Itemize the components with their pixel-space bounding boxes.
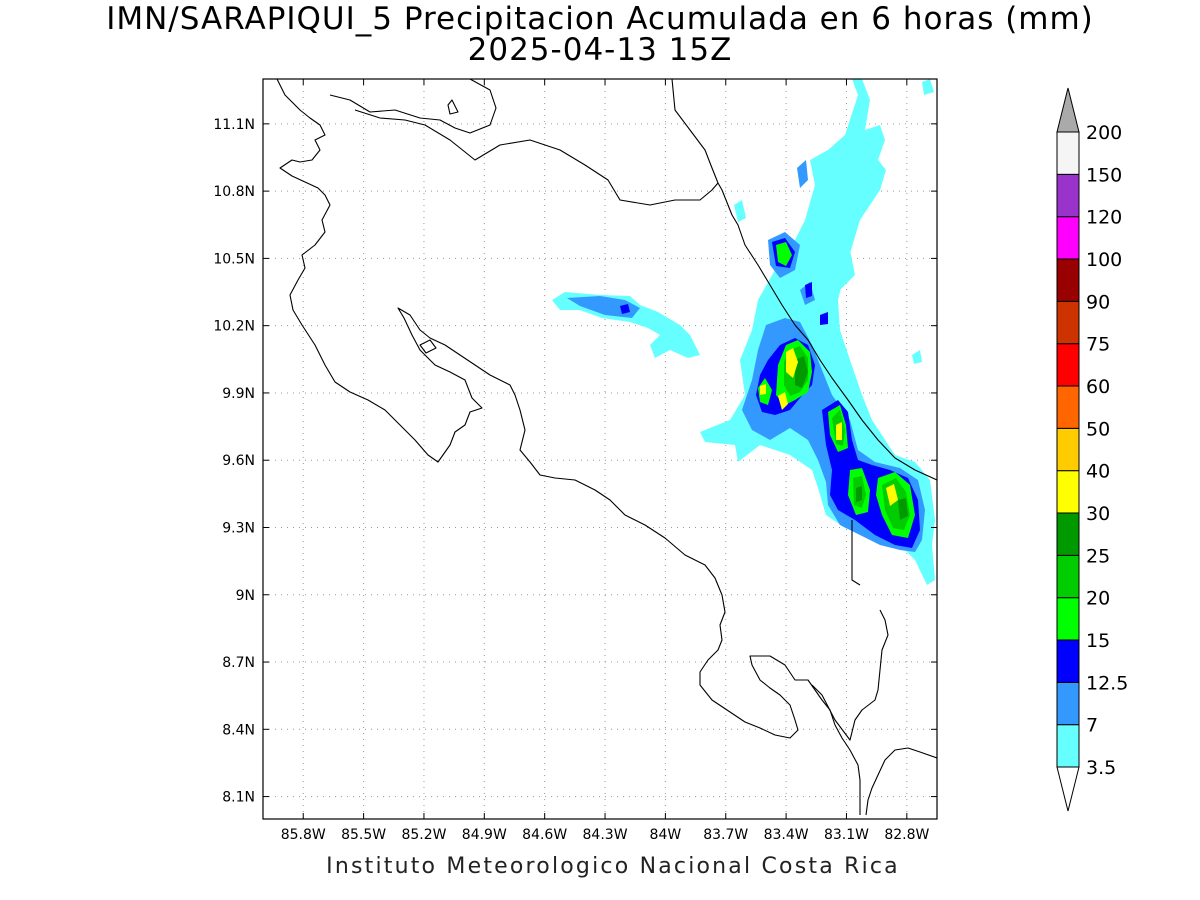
colorbar-level-label: 15 — [1086, 630, 1110, 652]
map-subtitle-datetime: 2025-04-13 15Z — [467, 32, 733, 68]
lon-tick-label: 83.1W — [824, 827, 869, 843]
lon-tick-label: 84W — [650, 827, 682, 843]
colorbar-swatches — [1056, 87, 1080, 812]
colorbar-swatch — [1056, 300, 1080, 345]
precip-band-3-5 — [734, 200, 746, 222]
colorbar-swatch — [1056, 554, 1080, 599]
colorbar-level-label: 40 — [1086, 461, 1110, 483]
lon-tick-label: 85.5W — [341, 827, 386, 843]
nicaragua-coast — [671, 79, 719, 184]
nicaragua-border — [354, 109, 719, 206]
colorbar-level-label: 90 — [1086, 291, 1110, 313]
nicoya-island — [419, 339, 437, 354]
map-grid — [263, 79, 937, 819]
colorbar-level-label: 3.5 — [1086, 757, 1116, 779]
lat-tick-label: 9.6N — [222, 453, 255, 469]
colorbar-level-label: 75 — [1086, 334, 1110, 356]
coastline-borders — [276, 79, 937, 816]
pacific-coast-north — [276, 79, 861, 815]
lat-tick-label: 11.1N — [213, 117, 255, 133]
colorbar-swatch — [1056, 427, 1080, 472]
precip-band-12-5 — [820, 312, 828, 325]
colorbar-swatch — [1056, 681, 1080, 726]
precip-band-30 — [886, 484, 898, 506]
map-frame — [262, 78, 938, 820]
colorbar-level-label: 7 — [1086, 715, 1098, 737]
lat-tick-label: 10.5N — [213, 251, 255, 267]
lon-tick-label: 84.6W — [522, 827, 567, 843]
lat-tick-label: 8.7N — [222, 655, 255, 671]
lat-tick-label: 8.4N — [222, 722, 255, 738]
lat-tick-label: 10.8N — [213, 184, 255, 200]
panama-coast — [811, 609, 889, 741]
colorbar-legend: 3.5 7 12.5 15 20 25 30 40 50 60 75 90 100 120 150 200 — [1056, 87, 1128, 812]
precip-band-30 — [836, 422, 842, 440]
precipitation-field — [552, 79, 935, 585]
precip-band-30 — [760, 384, 766, 395]
precip-band-15 — [776, 242, 792, 266]
colorbar-swatch — [1056, 173, 1080, 218]
precip-band-25 — [856, 486, 862, 502]
institution-credit: Instituto Meteorologico Nacional Costa R… — [326, 854, 900, 879]
lat-tick-label: 8.1N — [222, 790, 255, 806]
precip-band-25 — [795, 356, 808, 388]
map-axes: 85.8W 85.5W 85.2W 84.9W 84.6W 84.3W 84W 83.7W 83… — [213, 79, 937, 843]
map-title: IMN/SARAPIQUI_5 Precipitacion Acumulada … — [106, 1, 1094, 37]
colorbar-level-label: 60 — [1086, 376, 1110, 398]
colorbar-level-label: 120 — [1086, 207, 1122, 229]
colorbar-level-label: 50 — [1086, 418, 1110, 440]
colorbar-under-arrow — [1056, 766, 1080, 812]
colorbar-swatch — [1056, 597, 1080, 641]
colorbar-swatch — [1056, 131, 1080, 175]
colorbar-level-label: 100 — [1086, 249, 1122, 271]
lat-tick-label: 9N — [236, 588, 255, 604]
precip-band-3-5 — [700, 79, 935, 585]
colorbar-level-label: 12.5 — [1086, 672, 1128, 694]
caribbean-coast — [717, 182, 937, 481]
lon-tick-label: 85.8W — [281, 827, 326, 843]
colorbar-level-label: 200 — [1086, 122, 1122, 144]
lon-tick-label: 84.3W — [583, 827, 628, 843]
precip-band-25 — [898, 498, 908, 520]
lon-tick-label: 83.4W — [764, 827, 809, 843]
precip-band-3-5 — [830, 250, 855, 290]
colorbar-swatch — [1056, 258, 1080, 302]
colorbar-over-arrow — [1056, 87, 1080, 133]
lat-tick-label: 10.2N — [213, 319, 255, 335]
colorbar-level-label: 30 — [1086, 503, 1110, 525]
precip-band-3-5 — [912, 350, 922, 364]
lat-tick-label: 9.3N — [222, 520, 255, 536]
colorbar-swatch — [1056, 639, 1080, 683]
precip-band-7 — [797, 160, 808, 188]
lake-shore — [329, 79, 497, 134]
colorbar-swatch — [1056, 470, 1080, 514]
lon-tick-label: 82.8W — [884, 827, 929, 843]
lake-island — [447, 99, 459, 115]
panama-border — [851, 520, 861, 586]
lon-tick-label: 83.7W — [703, 827, 748, 843]
precip-band-12-5 — [805, 282, 812, 298]
precip-band-3-5 — [922, 79, 934, 95]
colorbar-swatch — [1056, 385, 1080, 429]
colorbar-level-label: 150 — [1086, 164, 1122, 186]
lon-tick-label: 84.9W — [462, 827, 507, 843]
lon-tick-label: 85.2W — [401, 827, 446, 843]
colorbar-level-label: 20 — [1086, 588, 1110, 610]
precip-band-30 — [786, 348, 798, 378]
colorbar-swatch — [1056, 724, 1080, 768]
colorbar-swatch — [1056, 216, 1080, 260]
precip-band-12-5 — [620, 304, 630, 314]
colorbar-level-label: 25 — [1086, 545, 1110, 567]
colorbar-labels: 3.5 7 12.5 15 20 25 30 40 50 60 75 90 100 120 150 200 — [1086, 122, 1128, 779]
colorbar-swatch — [1056, 343, 1080, 387]
osa-peninsula — [865, 747, 937, 816]
lat-tick-label: 9.9N — [222, 386, 255, 402]
precip-band-30 — [778, 392, 788, 410]
colorbar-swatch — [1056, 512, 1080, 556]
